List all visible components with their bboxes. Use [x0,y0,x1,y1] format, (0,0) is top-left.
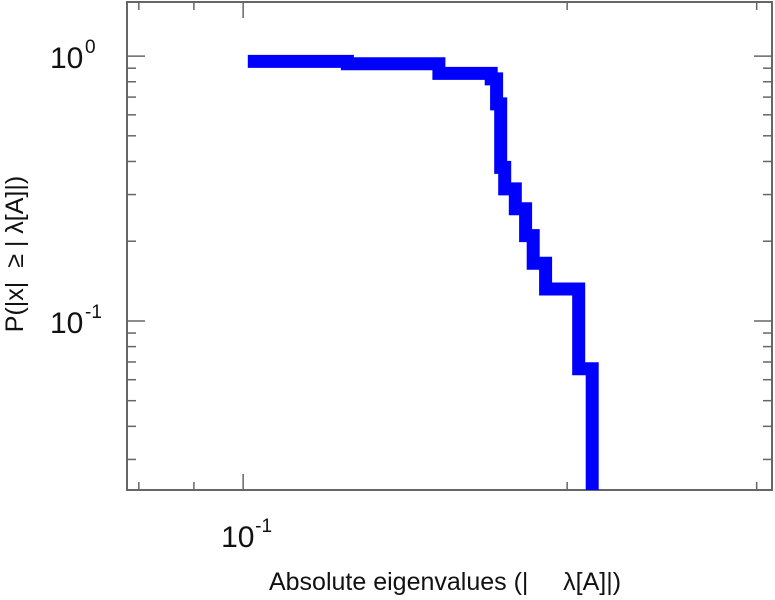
x-tick-exponent: -1 [255,516,272,537]
ccdf-step-line [247,54,599,490]
x-tick-label: 10 [221,521,254,554]
y-tick-exponent: 0 [85,37,96,58]
x-axis-label: Absolute eigenvalues (| λ[A]|) [269,568,621,596]
y-axis-label: P(|x| ≥ | λ[A]|) [1,176,29,332]
plot-frame [126,1,773,491]
tick-labels: 10 010 -110 -1 [50,37,272,554]
tick-marks [127,2,772,490]
y-tick-exponent: -1 [85,302,102,323]
y-tick-label: 10 [50,42,83,75]
y-tick-label: 10 [50,307,83,340]
series-layer [247,54,599,490]
